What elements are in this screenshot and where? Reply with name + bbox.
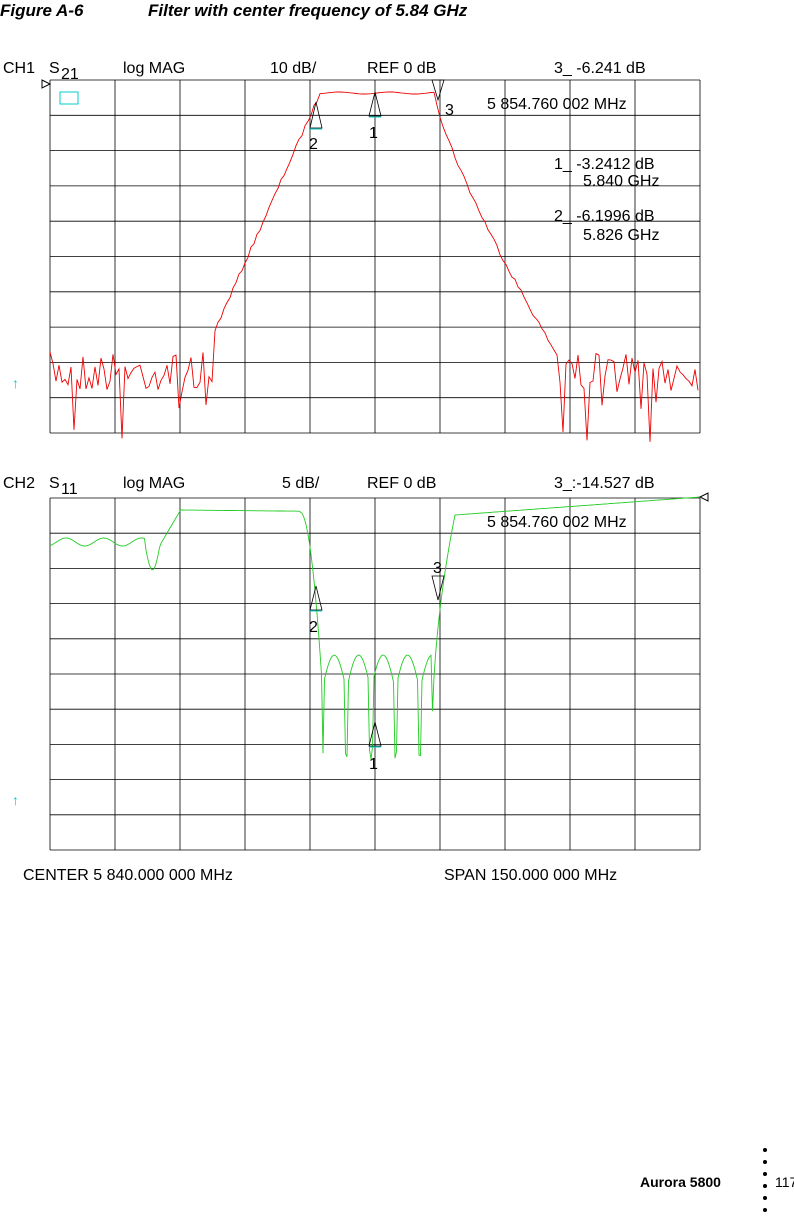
format: log MAG — [123, 475, 185, 492]
ref: REF 0 dB — [367, 60, 436, 77]
marker-freq: 5.826 GHz — [583, 227, 659, 244]
ref-arrow — [41, 79, 52, 89]
dots — [763, 1148, 767, 1212]
marker-ticks — [310, 116, 381, 130]
page-number: 117 — [775, 1174, 794, 1190]
channel: CH1 — [3, 60, 35, 77]
marker-freq: 5.840 GHz — [583, 173, 659, 190]
marker-label: 1 — [369, 756, 378, 773]
readout-freq: 5 854.760 002 MHz — [487, 514, 627, 531]
channel: CH2 — [3, 475, 35, 492]
icon — [59, 91, 79, 105]
grid — [49, 497, 701, 851]
readout-freq: 5 854.760 002 MHz — [487, 96, 627, 113]
marker-triangles — [309, 575, 445, 747]
marker-value: 2_ -6.1996 dB — [554, 208, 655, 225]
center: CENTER 5 840.000 000 MHz — [23, 867, 233, 884]
param-sub: 11 — [61, 481, 78, 498]
arrow: ↑ — [12, 792, 19, 808]
param-sub: 21 — [61, 66, 79, 83]
marker-ticks — [310, 610, 381, 748]
figure-number: Figure A-6 — [0, 1, 84, 20]
arrow: ↑ — [12, 375, 19, 391]
marker-label: 3 — [445, 102, 454, 119]
format: log MAG — [123, 60, 185, 77]
plot-1: CH1 S 21 log MAG 10 dB/ REF 0 dB 3_ -6.2… — [3, 60, 701, 442]
grid — [49, 79, 701, 434]
scale: 10 dB/ — [270, 60, 317, 77]
ref-arrow — [698, 492, 709, 502]
marker-value: 1_ -3.2412 dB — [554, 156, 655, 173]
marker-label: 2 — [309, 619, 318, 636]
plot-2: CH2 S 11 log MAG 5 dB/ REF 0 dB 3_:-14.5… — [3, 475, 709, 851]
trace — [49, 91, 699, 442]
readout: 3_:-14.527 dB — [554, 475, 655, 492]
readout: 3_ -6.241 dB — [554, 60, 646, 77]
product: Aurora 5800 — [640, 1174, 721, 1190]
marker-label: 3 — [433, 560, 442, 577]
param: S — [49, 475, 60, 492]
marker-triangles — [309, 79, 445, 129]
marker-label: 2 — [309, 136, 318, 153]
trace — [49, 496, 700, 760]
ref: REF 0 dB — [367, 475, 436, 492]
marker-label: 1 — [369, 125, 378, 142]
figure-title: Filter with center frequency of 5.84 GHz — [148, 1, 468, 20]
span: SPAN 150.000 000 MHz — [444, 867, 617, 884]
scale: 5 dB/ — [282, 475, 320, 492]
param: S — [49, 60, 60, 77]
